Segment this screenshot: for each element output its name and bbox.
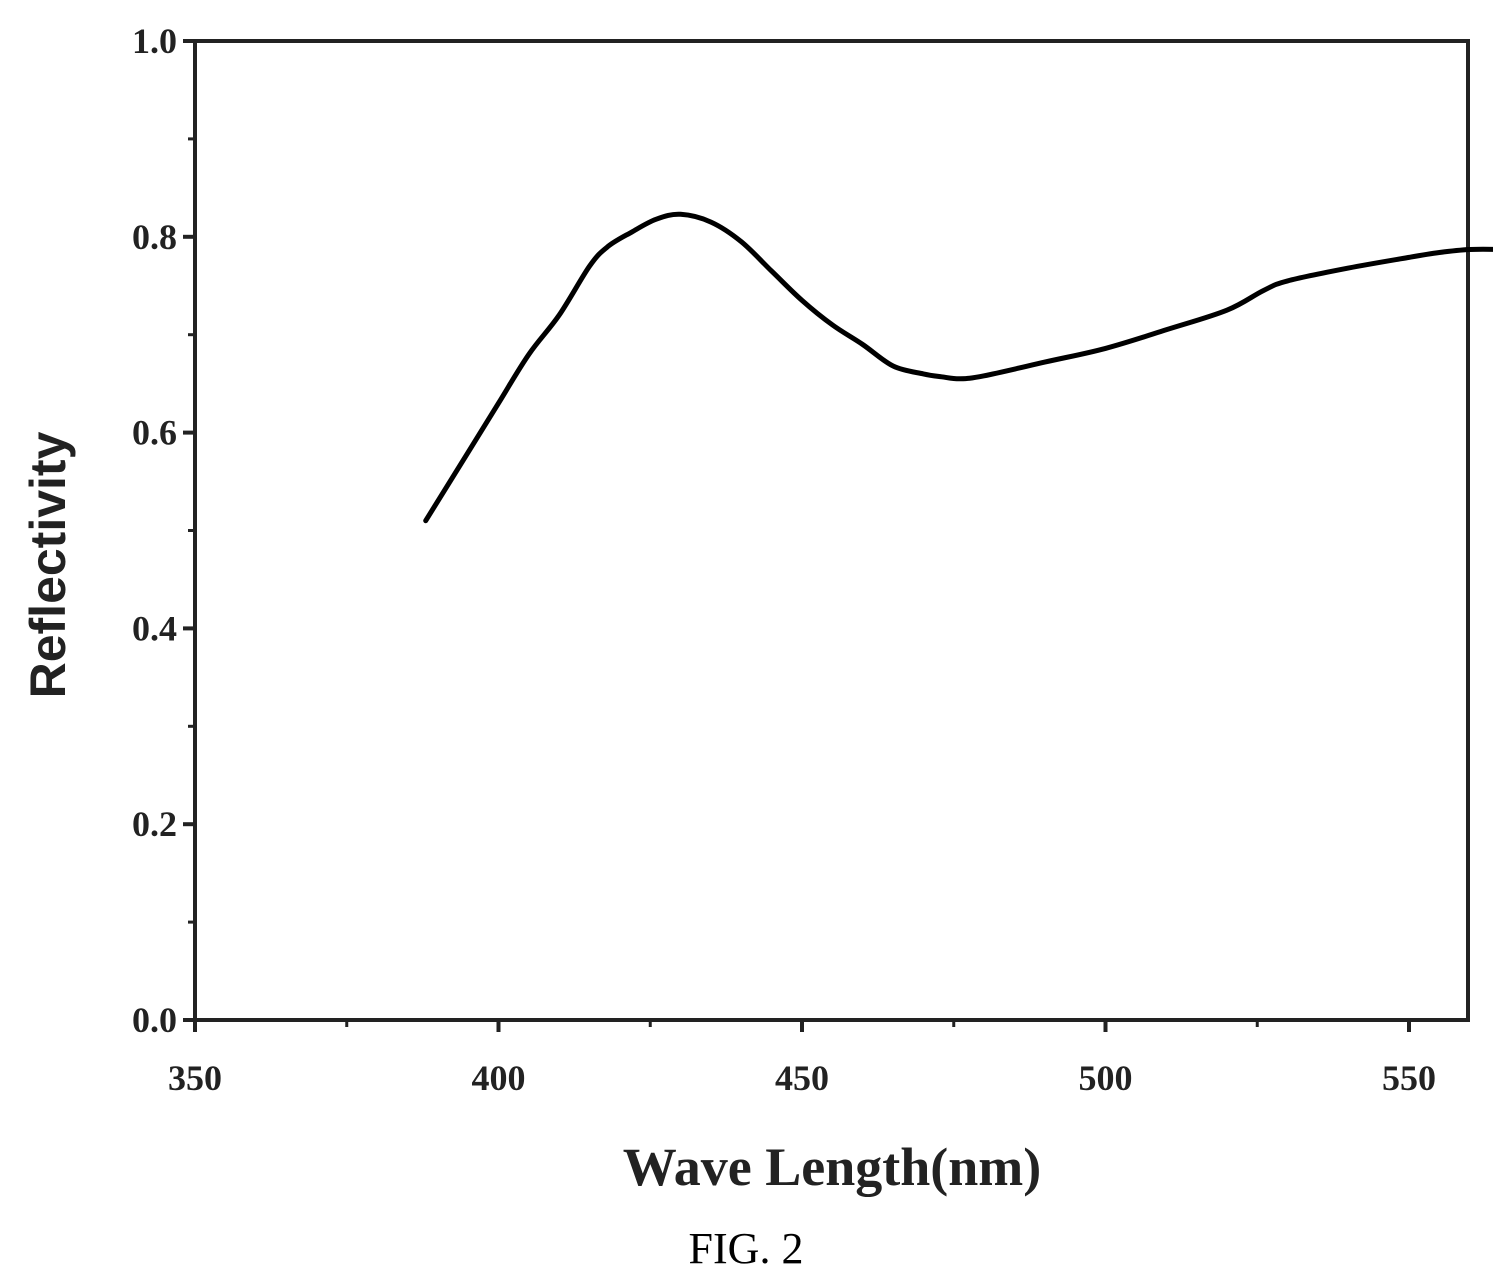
y-axis-ticks: 0.0 0.2 0.4 0.6 0.8 1.0 [132, 21, 195, 1040]
reflectivity-curve [423, 211, 1493, 524]
x-tick-label-550: 550 [1382, 1058, 1436, 1098]
x-axis-ticks: 350400450500550600650700750 [168, 1020, 1436, 1098]
minor-ticks [188, 137, 1259, 1027]
y-axis-title: Reflectivity [20, 431, 76, 698]
x-tick-label-500: 500 [1079, 1058, 1133, 1098]
x-tick-label-450: 450 [775, 1058, 829, 1098]
x-tick-label-400: 400 [472, 1058, 526, 1098]
figure-caption: FIG. 2 [689, 1224, 804, 1273]
plot-frame [193, 39, 1470, 1022]
x-tick-label-350: 350 [168, 1058, 222, 1098]
x-axis-title: Wave Length(nm) [623, 1137, 1042, 1197]
y-tick-label-0.2: 0.2 [132, 804, 177, 844]
y-tick-label-0.0: 0.0 [132, 1000, 177, 1040]
y-tick-label-0.4: 0.4 [132, 608, 177, 648]
y-tick-label-0.6: 0.6 [132, 413, 177, 453]
y-tick-label-0.8: 0.8 [132, 217, 177, 257]
y-tick-label-1.0: 1.0 [132, 21, 177, 61]
